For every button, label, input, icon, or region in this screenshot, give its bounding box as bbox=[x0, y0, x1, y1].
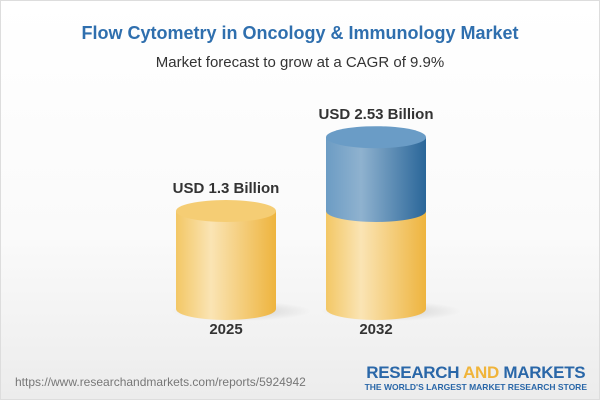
cylinder-base-2025 bbox=[176, 211, 276, 320]
cylinder-top-2025 bbox=[176, 200, 276, 222]
research-and-markets-logo: RESEARCH AND MARKETS THE WORLD'S LARGEST… bbox=[364, 363, 587, 393]
data-label: USD 1.3 Billion bbox=[173, 180, 280, 197]
category-label: 2025 bbox=[209, 321, 242, 338]
chart-subtitle: Market forecast to grow at a CAGR of 9.9… bbox=[155, 54, 445, 71]
data-label: USD 2.53 Billion bbox=[318, 106, 433, 123]
cylinder-growth-2032 bbox=[326, 137, 426, 222]
cylinder-base-2032 bbox=[326, 211, 426, 320]
category-label: 2032 bbox=[359, 321, 392, 338]
chart-title: Flow Cytometry in Oncology & Immunology … bbox=[81, 23, 519, 43]
cylinder-top-2032 bbox=[326, 126, 426, 149]
source-url[interactable]: https://www.researchandmarkets.com/repor… bbox=[15, 375, 306, 389]
